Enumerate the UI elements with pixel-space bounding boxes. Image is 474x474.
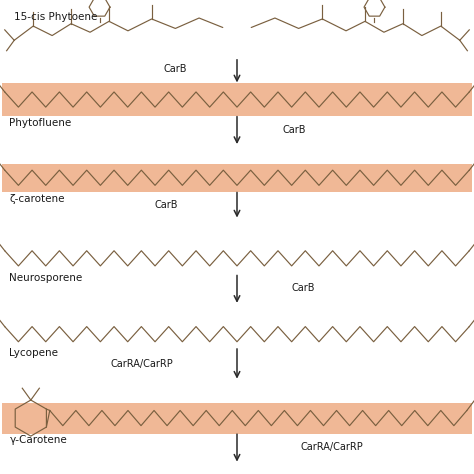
Text: Neurosporene: Neurosporene [9, 273, 83, 283]
Text: CarRA/CarRP: CarRA/CarRP [301, 441, 363, 452]
Text: 15-cis Phytoene: 15-cis Phytoene [14, 12, 98, 22]
Bar [2, 403, 472, 434]
Text: CarB: CarB [164, 64, 187, 74]
Bar [2, 83, 472, 116]
Text: γ-Carotene: γ-Carotene [9, 435, 67, 445]
Text: CarB: CarB [292, 283, 315, 293]
Text: ζ-carotene: ζ-carotene [9, 194, 65, 204]
Text: Phytofluene: Phytofluene [9, 118, 72, 128]
Text: CarB: CarB [282, 125, 306, 135]
Text: CarRA/CarRP: CarRA/CarRP [111, 358, 173, 369]
Text: CarB: CarB [154, 200, 178, 210]
Bar [2, 164, 472, 192]
Text: Lycopene: Lycopene [9, 348, 58, 358]
